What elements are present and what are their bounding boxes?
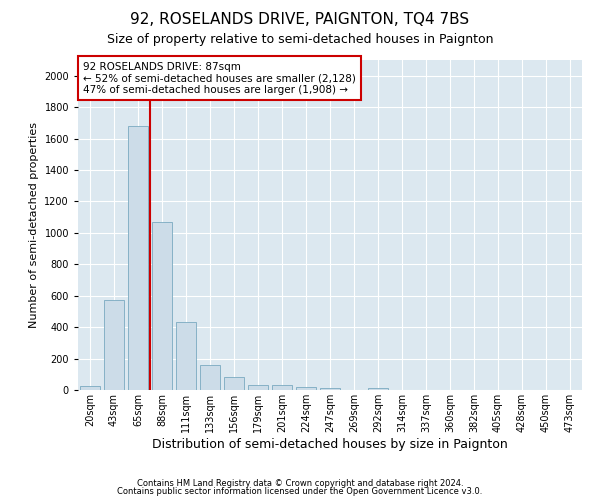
Bar bbox=[320, 388, 340, 390]
Bar bbox=[152, 222, 172, 390]
Text: Contains public sector information licensed under the Open Government Licence v3: Contains public sector information licen… bbox=[118, 487, 482, 496]
Bar bbox=[368, 388, 388, 390]
Bar bbox=[296, 387, 316, 390]
Text: Contains HM Land Registry data © Crown copyright and database right 2024.: Contains HM Land Registry data © Crown c… bbox=[137, 478, 463, 488]
Text: Size of property relative to semi-detached houses in Paignton: Size of property relative to semi-detach… bbox=[107, 32, 493, 46]
Text: 92, ROSELANDS DRIVE, PAIGNTON, TQ4 7BS: 92, ROSELANDS DRIVE, PAIGNTON, TQ4 7BS bbox=[130, 12, 470, 28]
Bar bbox=[104, 300, 124, 390]
X-axis label: Distribution of semi-detached houses by size in Paignton: Distribution of semi-detached houses by … bbox=[152, 438, 508, 450]
Bar bbox=[176, 322, 196, 390]
Y-axis label: Number of semi-detached properties: Number of semi-detached properties bbox=[29, 122, 39, 328]
Bar bbox=[200, 365, 220, 390]
Bar bbox=[248, 384, 268, 390]
Text: 92 ROSELANDS DRIVE: 87sqm
← 52% of semi-detached houses are smaller (2,128)
47% : 92 ROSELANDS DRIVE: 87sqm ← 52% of semi-… bbox=[83, 62, 356, 95]
Bar bbox=[128, 126, 148, 390]
Bar bbox=[80, 386, 100, 390]
Bar bbox=[272, 386, 292, 390]
Bar bbox=[224, 378, 244, 390]
